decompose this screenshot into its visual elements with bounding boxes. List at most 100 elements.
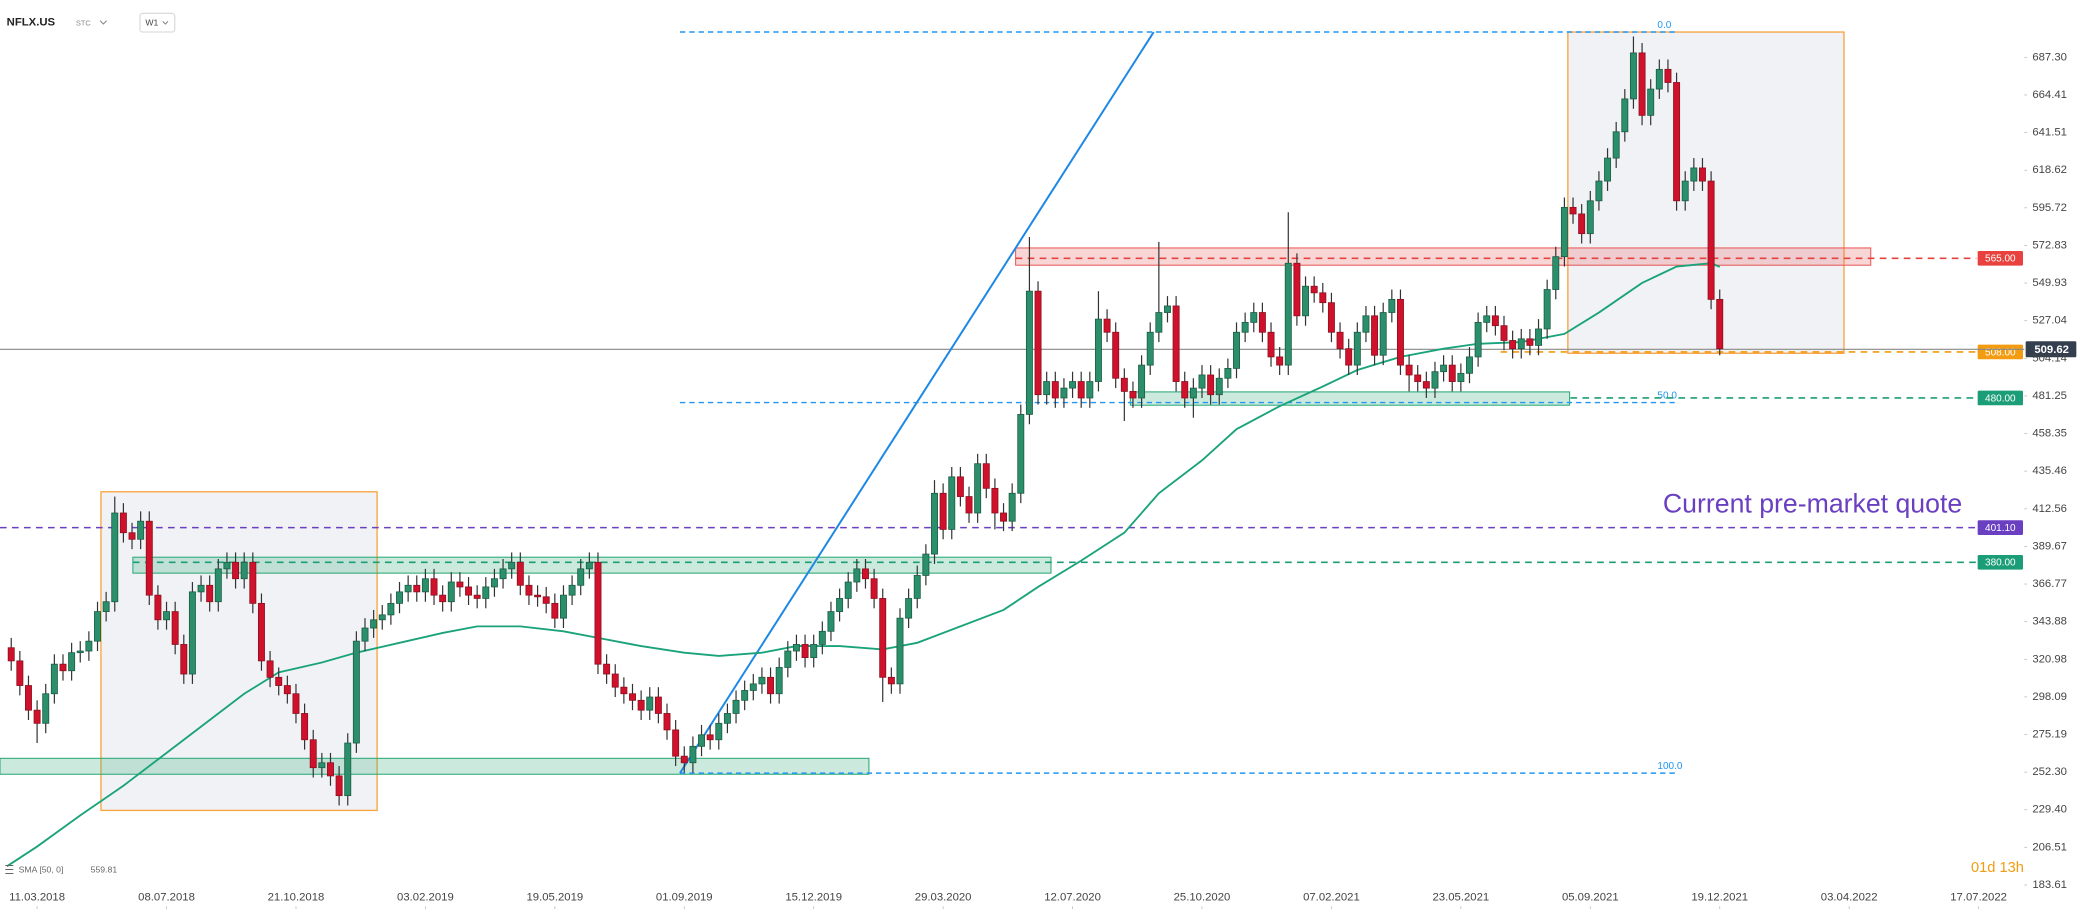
candle-body (1276, 356, 1284, 366)
y-tick-label: 664.41 (2032, 89, 2067, 101)
candle-body (378, 614, 386, 621)
candle-body (732, 699, 740, 714)
candle-body (844, 581, 852, 599)
candle-body (1327, 302, 1335, 333)
y-tick-label: 481.25 (2032, 390, 2067, 402)
candle-body (1034, 290, 1042, 396)
candle-body (283, 685, 291, 695)
candle-body (473, 594, 481, 599)
candle-body (913, 575, 921, 599)
candle-body (629, 693, 636, 701)
candle-body (404, 584, 412, 593)
candle-body (542, 596, 550, 604)
y-tick-label: 229.40 (2032, 804, 2067, 816)
last-price-label: 509.62 (2034, 344, 2069, 356)
candle-body (1448, 364, 1456, 382)
level-label: 480.00 (1985, 393, 2016, 404)
candle-body (1491, 315, 1499, 327)
candle-body (1189, 387, 1197, 399)
candle-body (1319, 292, 1327, 304)
candle-body (585, 561, 593, 570)
candle-body (715, 722, 723, 741)
candle-body (879, 598, 887, 678)
candle-body (534, 594, 542, 598)
candle-body (594, 561, 602, 665)
candle-body (965, 496, 973, 514)
y-axis-area (2024, 0, 2079, 909)
dropdown-icon[interactable] (99, 20, 108, 25)
candle-body (352, 640, 360, 744)
candle-body (1336, 331, 1344, 350)
candle-body (50, 663, 58, 695)
candle-body (706, 734, 714, 741)
candle-body (1302, 285, 1310, 317)
candle-body (1155, 312, 1163, 333)
y-tick-label: 252.30 (2032, 766, 2067, 778)
candle-body (68, 652, 76, 672)
candle-body (836, 598, 844, 612)
level-label: 380.00 (1985, 558, 2016, 569)
level-label: 401.10 (1985, 523, 2016, 534)
x-tick-label: 17.07.2022 (1950, 892, 2007, 904)
candle-body (266, 660, 274, 678)
candle-body (896, 617, 904, 685)
candle-body (1440, 364, 1448, 373)
last-price-box (2025, 341, 2077, 358)
candle-body (214, 568, 222, 603)
candle-body (102, 601, 110, 612)
candle-body (1362, 315, 1370, 333)
candle-body (1604, 157, 1612, 182)
candle-body (1284, 262, 1292, 366)
candle-body (577, 568, 585, 586)
x-tick-label: 29.03.2020 (915, 892, 972, 904)
interval-box[interactable] (139, 12, 176, 33)
candle-body (1535, 328, 1542, 346)
candle-body (1164, 305, 1171, 313)
candle-body (1431, 371, 1439, 389)
candle-body (309, 739, 317, 769)
x-tick-label: 25.10.2020 (1174, 892, 1231, 904)
legend-entry: SMA [50, 0] (19, 864, 64, 874)
candle-body (991, 487, 999, 514)
y-tick-label: 618.62 (2032, 164, 2067, 176)
fib-label: 50.0 (1657, 391, 1677, 402)
level-label-box (1977, 344, 2023, 360)
candle-body (232, 561, 240, 580)
trend-line (679, 31, 1155, 774)
interval[interactable]: W1 (145, 18, 158, 28)
candle-body (25, 685, 32, 711)
candle-body (611, 673, 619, 688)
candle-body (1638, 52, 1646, 116)
candle-body (16, 660, 24, 686)
candle-body (792, 644, 800, 652)
candle-body (1120, 377, 1128, 392)
market: STC (76, 18, 91, 27)
candle-body (128, 532, 136, 540)
candle-body (1621, 98, 1629, 133)
candle-body (568, 584, 576, 596)
candle-body (1629, 52, 1637, 100)
candle-body (1129, 391, 1137, 399)
candle-body (1051, 381, 1059, 399)
candle-body (551, 602, 559, 619)
candle-body (344, 742, 352, 797)
candle-body (1414, 374, 1422, 382)
candle-body (439, 594, 447, 603)
candle-body (413, 584, 421, 593)
candle-body (525, 584, 533, 596)
candle-body (603, 663, 611, 675)
dropdown-icon[interactable] (162, 20, 169, 25)
candle-body (447, 581, 455, 603)
candle-body (922, 553, 930, 576)
candle-body (85, 640, 93, 652)
candle-body (827, 611, 835, 632)
y-tick-label: 504.14 (2032, 352, 2067, 364)
candle-body (59, 663, 67, 672)
candle-body (1043, 381, 1051, 396)
candle-body (1526, 338, 1534, 346)
candle-body (956, 476, 964, 497)
candle-body (620, 686, 628, 695)
candle-body (1655, 68, 1663, 90)
candle-body (421, 578, 429, 593)
